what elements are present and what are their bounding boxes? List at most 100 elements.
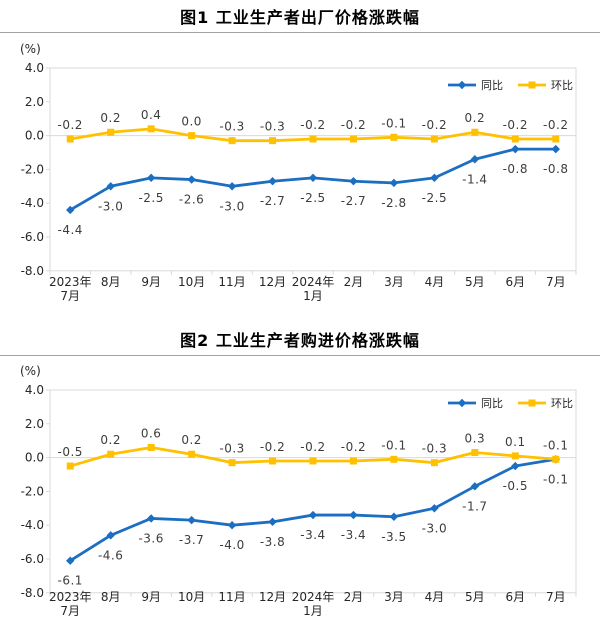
data-point-mom [147, 443, 155, 451]
y-tick-label: 0.0 [25, 451, 44, 465]
data-label-yoy: -2.5 [300, 191, 325, 205]
x-tick-label: 2月 [344, 275, 364, 289]
y-tick-label: -4.0 [21, 196, 44, 210]
x-tick-label: 8月 [101, 590, 121, 604]
data-label-yoy: -4.4 [58, 223, 83, 237]
legend-marker-mom [528, 81, 536, 89]
chart1-title: 图1 工业生产者出厂价格涨跌幅 [180, 8, 420, 27]
legend-label-yoy: 同比 [481, 79, 503, 92]
data-point-yoy [227, 182, 237, 191]
legend-label-mom: 环比 [551, 79, 573, 92]
x-tick-label: 1月 [303, 604, 323, 618]
y-tick-label: 0.0 [25, 129, 44, 143]
data-point-mom [349, 457, 357, 465]
data-label-yoy: -0.1 [543, 472, 568, 486]
data-label-mom: 0.2 [465, 111, 486, 125]
x-tick-label: 2023年 [49, 590, 92, 604]
data-label-mom: 0.3 [465, 432, 486, 446]
plot-area-border [49, 389, 577, 594]
data-label-mom: -0.2 [543, 118, 568, 132]
x-tick-label: 7月 [60, 604, 80, 618]
data-point-mom [228, 459, 236, 467]
data-label-mom: -0.2 [503, 118, 528, 132]
chart2-title: 图2 工业生产者购进价格涨跌幅 [180, 331, 420, 350]
data-point-yoy [187, 515, 196, 525]
data-point-mom [430, 459, 438, 467]
x-tick-label: 4月 [425, 275, 445, 289]
data-label-yoy: -0.8 [543, 162, 568, 176]
data-point-yoy [308, 173, 318, 183]
data-label-yoy: -3.0 [219, 199, 244, 213]
data-label-mom: 0.6 [141, 426, 162, 440]
legend-marker-yoy [457, 80, 467, 90]
x-tick-label: 9月 [141, 275, 161, 289]
data-point-yoy [430, 504, 439, 513]
data-label-mom: -0.2 [58, 118, 83, 132]
data-label-yoy: -4.6 [98, 548, 123, 562]
data-point-yoy [349, 177, 358, 186]
data-label-yoy: -1.4 [462, 172, 487, 186]
data-label-yoy: -3.5 [381, 530, 406, 544]
data-point-mom [552, 455, 560, 463]
data-label-mom: -0.1 [381, 438, 406, 452]
data-label-yoy: -0.8 [503, 162, 528, 176]
y-tick-label: -8.0 [21, 586, 44, 600]
data-point-mom [107, 450, 115, 458]
data-point-mom [552, 135, 560, 143]
y-tick-label: -4.0 [21, 518, 44, 532]
data-point-yoy [389, 512, 399, 521]
legend-item-mom: 环比 [518, 79, 573, 92]
data-label-yoy: -2.6 [179, 193, 204, 207]
data-label-yoy: -2.5 [138, 191, 163, 205]
chart2-block: 图2 工业生产者购进价格涨跌幅 (%) 4.0 2.0 0.0 -2.0 -4.0 -6.0… [0, 323, 600, 632]
y-tick-label: -2.0 [21, 484, 44, 498]
data-point-yoy [227, 521, 237, 530]
data-point-mom [471, 128, 479, 136]
legend-marker-yoy [457, 398, 467, 408]
x-tick-label: 6月 [505, 275, 525, 289]
data-point-yoy [66, 556, 75, 565]
y-tick-label: -2.0 [21, 162, 44, 176]
data-point-mom [228, 137, 236, 145]
data-label-yoy: -3.0 [422, 521, 447, 535]
data-point-mom [147, 125, 155, 133]
data-label-mom: -0.2 [422, 118, 447, 132]
x-tick-label: 12月 [259, 275, 286, 289]
x-tick-label: 2024年 [292, 590, 335, 604]
data-point-yoy [268, 517, 277, 527]
data-point-yoy [66, 205, 75, 215]
data-label-mom: 0.2 [100, 433, 121, 447]
data-label-yoy: -4.0 [219, 538, 244, 552]
data-label-yoy: -3.8 [260, 535, 285, 549]
data-label-yoy: -2.5 [422, 191, 447, 205]
x-tick-label: 3月 [384, 590, 404, 604]
data-label-yoy: -3.4 [341, 528, 366, 542]
data-point-mom [107, 128, 115, 136]
data-point-yoy [308, 510, 318, 520]
data-point-yoy [470, 155, 480, 164]
x-tick-label: 10月 [178, 275, 205, 289]
legend-item-mom: 环比 [518, 397, 573, 410]
data-point-mom [188, 450, 196, 458]
data-point-yoy [106, 182, 115, 191]
data-label-mom: -0.3 [219, 442, 244, 456]
x-tick-label: 6月 [505, 590, 525, 604]
data-label-yoy: -3.6 [138, 531, 163, 545]
data-point-mom [309, 457, 317, 465]
data-label-mom: 0.2 [181, 433, 202, 447]
data-point-yoy [470, 482, 480, 491]
data-label-mom: -0.2 [341, 118, 366, 132]
legend-marker-mom [528, 399, 536, 407]
data-point-mom [66, 462, 74, 470]
x-tick-label: 4月 [425, 590, 445, 604]
data-label-mom: -0.3 [422, 442, 447, 456]
y-tick-label: 2.0 [25, 95, 44, 109]
legend-label-mom: 环比 [551, 397, 573, 410]
x-tick-label: 9月 [141, 590, 161, 604]
data-point-mom [471, 449, 479, 457]
x-tick-label: 8月 [101, 275, 121, 289]
data-point-yoy [268, 177, 277, 186]
data-label-yoy: -3.4 [300, 528, 325, 542]
y-axis-unit-label: (%) [20, 42, 41, 56]
